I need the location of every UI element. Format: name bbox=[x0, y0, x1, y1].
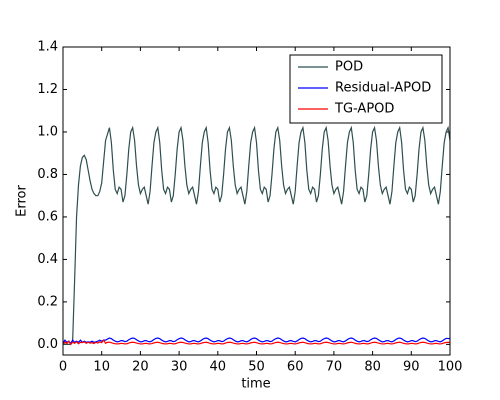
x-tick-label: 70 bbox=[326, 360, 343, 375]
series-line bbox=[63, 339, 450, 346]
series-line bbox=[63, 337, 450, 345]
legend-label: TG-APOD bbox=[334, 102, 394, 117]
x-tick-label: 0 bbox=[59, 360, 67, 375]
x-tick-label: 20 bbox=[132, 360, 149, 375]
x-tick-label: 40 bbox=[210, 360, 227, 375]
y-tick-label: 0.2 bbox=[37, 294, 58, 309]
y-tick-label: 1.0 bbox=[37, 124, 58, 139]
y-tick-label: 1.4 bbox=[37, 40, 58, 55]
plot-frame bbox=[62, 46, 451, 356]
x-tick-label: 80 bbox=[364, 360, 381, 375]
x-tick-label: 60 bbox=[287, 360, 304, 375]
x-tick-label: 90 bbox=[403, 360, 420, 375]
y-axis-label: Error bbox=[15, 185, 30, 217]
y-tick-label: 1.2 bbox=[37, 82, 58, 97]
legend-label: POD bbox=[335, 60, 363, 75]
x-tick-label: 50 bbox=[248, 360, 265, 375]
x-axis-label: time bbox=[241, 377, 270, 392]
legend-label: Residual-APOD bbox=[335, 81, 431, 96]
y-tick-label: 0.4 bbox=[37, 252, 58, 267]
series-line bbox=[63, 125, 450, 345]
y-tick-label: 0.0 bbox=[37, 337, 58, 352]
x-tick-label: 100 bbox=[438, 360, 463, 375]
legend-box bbox=[289, 54, 443, 124]
y-tick-label: 0.6 bbox=[37, 209, 58, 224]
x-tick-label: 30 bbox=[171, 360, 188, 375]
y-tick-label: 0.8 bbox=[37, 167, 58, 182]
x-tick-label: 10 bbox=[93, 360, 110, 375]
